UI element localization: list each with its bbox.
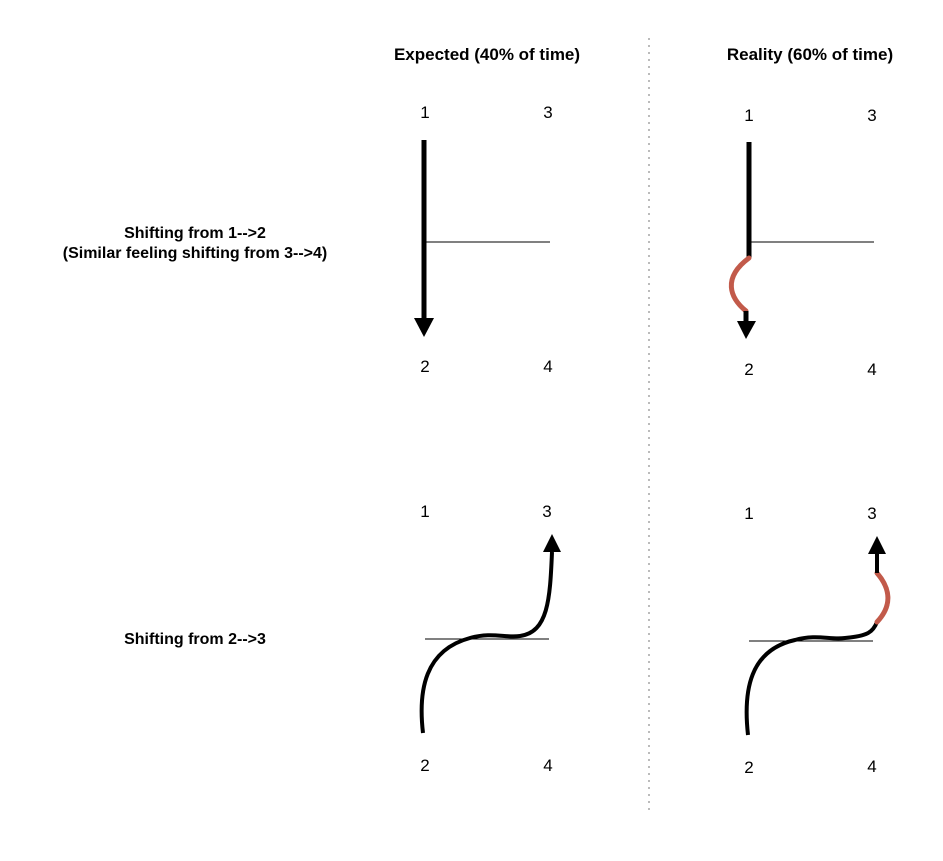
arrow-head-up — [868, 536, 886, 554]
gear-label-1: 1 — [420, 502, 430, 521]
row-label-line-1: Shifting from 2-->3 — [124, 631, 266, 648]
gear-label-3: 3 — [867, 106, 877, 125]
hesitation-segment — [874, 570, 891, 625]
gear-label-3: 3 — [542, 502, 552, 521]
hesitation-segment — [728, 255, 752, 314]
gear-label-1: 1 — [744, 106, 754, 125]
row-label-shift-2-3: Shifting from 2-->3 — [124, 630, 266, 650]
column-header-expected: Expected (40% of time) — [393, 45, 581, 64]
gear-label-2: 2 — [420, 357, 430, 376]
expected-shift-2-3 — [419, 534, 561, 734]
gear-label-1: 1 — [744, 504, 754, 523]
row-label-line-1: Shifting from 1-->2 — [124, 225, 266, 242]
arrow-head-down — [414, 318, 434, 337]
gear-label-1: 1 — [420, 103, 430, 122]
row-label-shift-1-2: Shifting from 1-->2 (Similar feeling shi… — [63, 224, 327, 264]
expected-shift-1-2 — [414, 140, 550, 337]
gear-label-3: 3 — [543, 103, 553, 122]
gear-label-4: 4 — [867, 360, 877, 379]
gear-label-3: 3 — [867, 504, 877, 523]
gear-label-4: 4 — [543, 357, 553, 376]
gear-label-2: 2 — [744, 360, 754, 379]
gear-label-4: 4 — [543, 756, 553, 775]
reality-shift-2-3 — [744, 536, 891, 736]
column-header-reality: Reality (60% of time) — [726, 45, 894, 64]
shift-path — [744, 621, 879, 736]
gear-label-4: 4 — [867, 757, 877, 776]
arrow-head-down — [737, 321, 756, 339]
shift-path — [419, 551, 554, 734]
arrow-head-up — [543, 534, 561, 552]
row-label-line-2: (Similar feeling shifting from 3-->4) — [62, 245, 328, 262]
reality-shift-1-2 — [728, 142, 874, 339]
gear-label-2: 2 — [420, 756, 430, 775]
gear-label-2: 2 — [744, 758, 754, 777]
